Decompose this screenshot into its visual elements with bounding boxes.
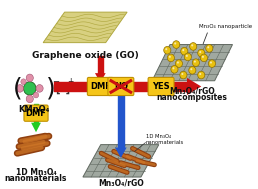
FancyBboxPatch shape xyxy=(87,77,113,95)
Text: YES: YES xyxy=(152,82,170,91)
FancyBboxPatch shape xyxy=(24,105,48,121)
Circle shape xyxy=(167,54,174,62)
Circle shape xyxy=(186,55,188,57)
Circle shape xyxy=(202,56,204,58)
FancyBboxPatch shape xyxy=(108,77,134,95)
Circle shape xyxy=(177,61,179,64)
Text: 1D Mn₃O₄: 1D Mn₃O₄ xyxy=(146,135,171,139)
Polygon shape xyxy=(115,147,127,158)
Polygon shape xyxy=(95,73,106,83)
Circle shape xyxy=(210,61,212,64)
Text: DMF: DMF xyxy=(26,109,46,118)
Text: ): ) xyxy=(46,76,56,100)
Circle shape xyxy=(199,51,201,53)
Circle shape xyxy=(206,45,213,52)
Circle shape xyxy=(23,82,36,95)
Polygon shape xyxy=(83,145,159,177)
Circle shape xyxy=(190,68,192,70)
Text: KMnO₄: KMnO₄ xyxy=(19,105,50,114)
Circle shape xyxy=(184,53,191,61)
Text: +: + xyxy=(67,77,73,86)
Text: DMF: DMF xyxy=(90,82,111,91)
Text: NO: NO xyxy=(114,82,128,91)
Circle shape xyxy=(26,74,33,82)
Circle shape xyxy=(181,73,183,75)
Circle shape xyxy=(175,60,182,67)
Circle shape xyxy=(200,54,207,62)
Text: nanocomposites: nanocomposites xyxy=(157,93,228,102)
Text: nanomaterials: nanomaterials xyxy=(146,140,184,145)
FancyBboxPatch shape xyxy=(148,77,174,95)
Text: Mn₃O₄/rGO: Mn₃O₄/rGO xyxy=(170,87,215,95)
Circle shape xyxy=(26,95,33,103)
Polygon shape xyxy=(187,78,201,95)
Polygon shape xyxy=(43,12,127,43)
Text: Graphene oxide (GO): Graphene oxide (GO) xyxy=(32,51,139,60)
Circle shape xyxy=(181,47,188,55)
Text: nanomaterials: nanomaterials xyxy=(5,174,67,183)
Circle shape xyxy=(173,41,180,48)
Circle shape xyxy=(198,71,205,79)
Circle shape xyxy=(36,84,43,92)
Text: [•]: [•] xyxy=(55,83,70,94)
Circle shape xyxy=(16,84,23,92)
Circle shape xyxy=(208,60,215,67)
Circle shape xyxy=(207,46,209,48)
Circle shape xyxy=(21,79,26,84)
Circle shape xyxy=(194,60,196,63)
Circle shape xyxy=(180,71,187,79)
Circle shape xyxy=(198,49,205,57)
Text: Mn₃O₄/rGO: Mn₃O₄/rGO xyxy=(98,179,144,188)
Polygon shape xyxy=(31,123,41,132)
Text: (: ( xyxy=(13,76,23,100)
Circle shape xyxy=(165,48,167,50)
Circle shape xyxy=(182,49,184,51)
Polygon shape xyxy=(152,45,232,81)
Circle shape xyxy=(191,44,193,46)
Circle shape xyxy=(189,67,196,74)
Circle shape xyxy=(199,73,201,75)
Circle shape xyxy=(33,92,39,98)
Circle shape xyxy=(192,59,199,67)
Circle shape xyxy=(171,66,178,73)
Text: −: − xyxy=(52,77,59,86)
Circle shape xyxy=(169,56,171,58)
Text: 1D Mn₃O₄: 1D Mn₃O₄ xyxy=(16,167,57,177)
Circle shape xyxy=(190,43,197,50)
Circle shape xyxy=(174,42,176,45)
Text: Mn₃O₄ nanoparticle: Mn₃O₄ nanoparticle xyxy=(199,24,253,29)
Circle shape xyxy=(172,67,174,69)
Circle shape xyxy=(164,46,171,54)
